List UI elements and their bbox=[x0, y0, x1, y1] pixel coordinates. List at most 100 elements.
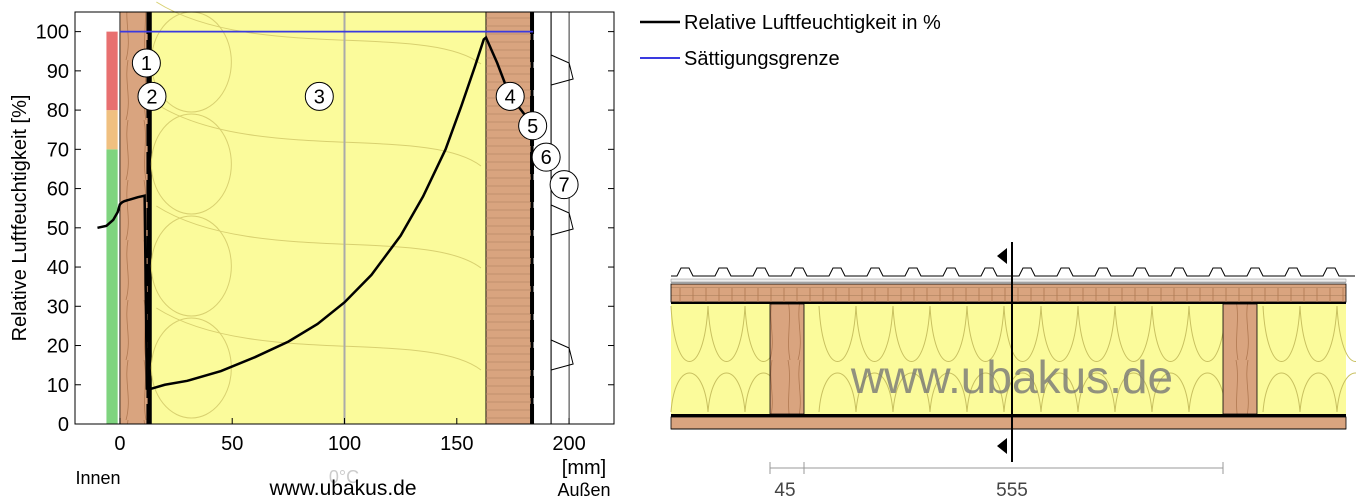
top-board-ticks bbox=[679, 288, 1344, 302]
humidity-band-1 bbox=[106, 110, 118, 150]
insulation-loop-section bbox=[1299, 372, 1338, 413]
insulation-loop-section bbox=[1040, 372, 1079, 413]
section-cut-marker bbox=[997, 242, 1013, 462]
wall-cross-section: www.ubakus.de 45 555 bbox=[670, 242, 1356, 501]
insulation-loop-section bbox=[670, 305, 709, 362]
insulation-fibre bbox=[156, 307, 482, 371]
y-tick-label: 60 bbox=[47, 179, 69, 201]
insulation-loop-section bbox=[966, 305, 1005, 362]
y-tick-label: 80 bbox=[47, 100, 69, 122]
y-axis-label: Relative Luftfeuchtigkeit [%] bbox=[9, 95, 31, 342]
y-tick-label: 100 bbox=[36, 22, 69, 44]
insulation-loop-section bbox=[707, 305, 746, 362]
layer-6 bbox=[532, 11, 552, 425]
insulation-loop-section bbox=[818, 372, 857, 413]
layer-label-circle-1 bbox=[131, 48, 161, 78]
insulation-loop-section bbox=[1040, 305, 1079, 362]
layer-label-2: 2 bbox=[146, 86, 157, 108]
x-tick-label: 0 bbox=[114, 433, 125, 455]
insulation-fibre bbox=[156, 205, 482, 269]
y-tick-label: 50 bbox=[47, 218, 69, 240]
x-tick-label: 200 bbox=[552, 433, 585, 455]
dimension-stud: 45 bbox=[774, 480, 795, 499]
insulation-loop-section bbox=[1003, 372, 1042, 413]
y-tick-label: 20 bbox=[47, 336, 69, 358]
insulation-loop-section bbox=[1114, 372, 1153, 413]
layer-label-5: 5 bbox=[527, 116, 538, 138]
chart-watermark: www.ubakus.de bbox=[268, 477, 416, 499]
layer-1 bbox=[119, 11, 149, 425]
legend-label-saturation: Sättigungsgrenze bbox=[684, 48, 840, 70]
x-tick-label: 100 bbox=[328, 433, 361, 455]
side-inner-label: Innen bbox=[75, 468, 120, 488]
insulation-loop-section bbox=[1299, 305, 1338, 362]
legend-label-humidity: Relative Luftfeuchtigkeit in % bbox=[684, 12, 941, 34]
insulation-fibre bbox=[156, 103, 482, 167]
layer-label-1: 1 bbox=[141, 53, 152, 75]
insulation-loop-section bbox=[1262, 372, 1301, 413]
insulation-loop-section bbox=[818, 305, 857, 362]
side-outer-label: Außen bbox=[557, 480, 610, 499]
insulation-loop-section bbox=[1114, 305, 1153, 362]
y-tick-label: 90 bbox=[47, 61, 69, 83]
layer-label-circle-4 bbox=[495, 81, 525, 111]
layer-label-4: 4 bbox=[505, 86, 516, 108]
humidity-band-0 bbox=[106, 149, 118, 425]
insulation-loop-section bbox=[892, 372, 931, 413]
insulation-loop-section bbox=[1151, 305, 1190, 362]
layer-label-circle-2 bbox=[137, 81, 167, 111]
insulation-loop-section bbox=[855, 305, 894, 362]
insulation-loop-section bbox=[670, 372, 709, 413]
legend: Relative Luftfeuchtigkeit in % Sättigung… bbox=[640, 12, 941, 70]
top-membrane bbox=[671, 302, 1346, 304]
section-watermark: www.ubakus.de bbox=[850, 351, 1173, 403]
wall-layers bbox=[119, 1, 574, 425]
x-tick-label: 150 bbox=[440, 433, 473, 455]
series-line-0 bbox=[97, 35, 535, 391]
insulation-loop-section bbox=[855, 372, 894, 413]
x-axis-label: [mm] bbox=[562, 457, 606, 479]
bottom-board bbox=[670, 416, 1347, 430]
insulation-loop-section bbox=[1262, 305, 1301, 362]
x-tick-label: 50 bbox=[221, 433, 243, 455]
y-axis-ticks: 0 10 20 30 40 50 60 70 80 90 100 bbox=[36, 22, 614, 436]
y-tick-label: 10 bbox=[47, 375, 69, 397]
layer-label-6: 6 bbox=[541, 147, 552, 169]
stud-left bbox=[769, 303, 805, 415]
insulation-loop-section bbox=[929, 372, 968, 413]
temperature-marker-label: 0°C bbox=[329, 467, 359, 487]
insulation-fibre bbox=[156, 1, 482, 65]
insulation-loop-section bbox=[707, 372, 746, 413]
insulation-loop-section bbox=[892, 305, 931, 362]
layer-label-7: 7 bbox=[559, 175, 570, 197]
cladding-profile-shape bbox=[550, 54, 574, 86]
series bbox=[97, 30, 535, 391]
insulation-loop-section bbox=[929, 305, 968, 362]
insulation-loop-section bbox=[1151, 372, 1190, 413]
dimension-spacing: 555 bbox=[996, 480, 1028, 499]
humidity-band-2 bbox=[106, 31, 118, 111]
humidity-scale-bar bbox=[106, 31, 118, 425]
cladding-profile-shape bbox=[550, 339, 574, 371]
stud-right bbox=[1222, 303, 1258, 415]
cladding-profile-shape bbox=[550, 204, 574, 236]
insulation-loop bbox=[150, 215, 232, 317]
layer-label-3: 3 bbox=[314, 86, 325, 108]
insulation-loop-section bbox=[1077, 372, 1116, 413]
top-board bbox=[670, 283, 1347, 303]
insulation-loop-section bbox=[966, 372, 1005, 413]
y-tick-label: 70 bbox=[47, 139, 69, 161]
layer-label-circle-5 bbox=[518, 111, 548, 141]
y-tick-label: 40 bbox=[47, 257, 69, 279]
bottom-membrane bbox=[671, 414, 1346, 417]
dimension-line: 45 555 bbox=[769, 462, 1224, 501]
layer-7 bbox=[550, 11, 570, 425]
y-tick-label: 0 bbox=[58, 414, 69, 436]
insulation-loop-section bbox=[1077, 305, 1116, 362]
x-axis-ticks: 0 50 100 150 200 bbox=[114, 418, 586, 455]
layer-label-circle-3 bbox=[304, 81, 334, 111]
layer-label-circle-7 bbox=[549, 170, 579, 200]
